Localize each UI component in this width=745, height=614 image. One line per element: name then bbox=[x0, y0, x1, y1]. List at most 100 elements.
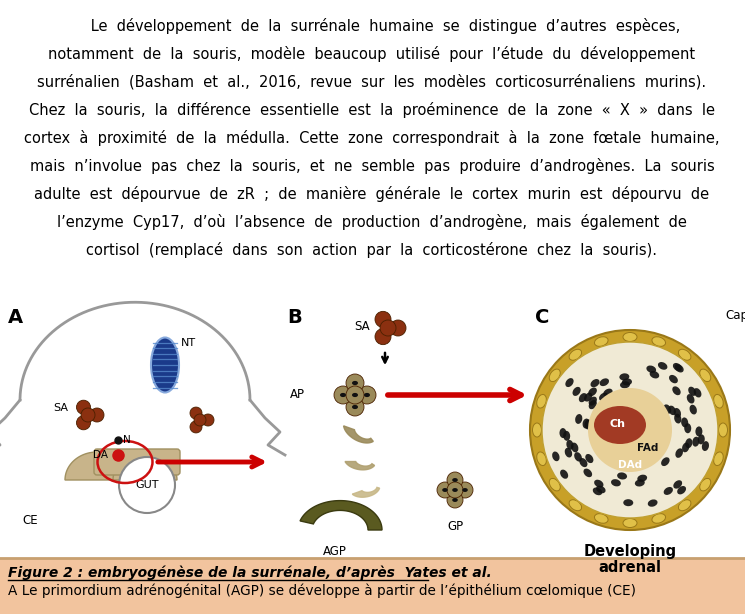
Ellipse shape bbox=[536, 452, 546, 465]
Ellipse shape bbox=[714, 452, 723, 465]
Ellipse shape bbox=[702, 441, 709, 451]
Ellipse shape bbox=[594, 406, 646, 444]
Ellipse shape bbox=[595, 336, 608, 346]
Circle shape bbox=[190, 421, 202, 433]
Ellipse shape bbox=[652, 336, 665, 346]
Ellipse shape bbox=[565, 378, 574, 387]
Circle shape bbox=[346, 374, 364, 392]
Text: Ch: Ch bbox=[610, 419, 626, 429]
Ellipse shape bbox=[692, 437, 700, 446]
Ellipse shape bbox=[673, 480, 682, 489]
Ellipse shape bbox=[676, 448, 683, 458]
Text: Le  développement  de  la  surrénale  humaine  se  distingue  d’autres  espèces,: Le développement de la surrénale humaine… bbox=[63, 18, 681, 34]
Ellipse shape bbox=[635, 480, 644, 486]
Ellipse shape bbox=[658, 362, 668, 370]
Ellipse shape bbox=[352, 381, 358, 385]
Ellipse shape bbox=[586, 454, 594, 463]
Text: Chez  la  souris,  la  différence  essentielle  est  la  proéminence  de  la  zo: Chez la souris, la différence essentiell… bbox=[29, 102, 715, 118]
Circle shape bbox=[346, 398, 364, 416]
Ellipse shape bbox=[584, 392, 592, 402]
Circle shape bbox=[542, 342, 718, 518]
Text: AP: AP bbox=[290, 389, 305, 402]
Ellipse shape bbox=[569, 349, 582, 360]
Circle shape bbox=[77, 416, 90, 430]
Ellipse shape bbox=[684, 423, 691, 433]
Ellipse shape bbox=[688, 387, 696, 396]
Circle shape bbox=[390, 320, 406, 336]
Ellipse shape bbox=[549, 478, 560, 491]
Ellipse shape bbox=[695, 427, 703, 437]
Text: A: A bbox=[8, 308, 23, 327]
Ellipse shape bbox=[687, 394, 694, 403]
Ellipse shape bbox=[591, 379, 600, 387]
Text: Figure 2 : embryogénèse de la surrénale, d’après  Yates et al.: Figure 2 : embryogénèse de la surrénale,… bbox=[8, 565, 492, 580]
Circle shape bbox=[346, 386, 364, 404]
Polygon shape bbox=[343, 426, 373, 443]
Ellipse shape bbox=[647, 365, 656, 373]
Text: N: N bbox=[123, 435, 131, 445]
Ellipse shape bbox=[569, 500, 582, 511]
Text: SA: SA bbox=[355, 319, 370, 333]
Ellipse shape bbox=[694, 388, 702, 397]
Ellipse shape bbox=[624, 499, 633, 506]
Ellipse shape bbox=[589, 400, 597, 409]
Circle shape bbox=[437, 482, 453, 498]
Ellipse shape bbox=[617, 472, 627, 480]
Ellipse shape bbox=[589, 387, 597, 396]
Circle shape bbox=[375, 328, 391, 344]
Circle shape bbox=[81, 408, 95, 422]
Ellipse shape bbox=[536, 394, 546, 408]
Ellipse shape bbox=[574, 452, 582, 462]
Ellipse shape bbox=[611, 479, 621, 486]
Ellipse shape bbox=[620, 381, 630, 388]
Ellipse shape bbox=[565, 448, 572, 457]
Ellipse shape bbox=[622, 378, 632, 386]
Ellipse shape bbox=[583, 468, 592, 477]
Ellipse shape bbox=[583, 419, 589, 429]
Circle shape bbox=[119, 457, 175, 513]
Ellipse shape bbox=[681, 418, 688, 427]
Ellipse shape bbox=[572, 387, 580, 396]
Circle shape bbox=[380, 320, 396, 336]
Ellipse shape bbox=[579, 393, 587, 402]
FancyBboxPatch shape bbox=[0, 558, 745, 614]
Ellipse shape bbox=[462, 488, 468, 492]
Circle shape bbox=[90, 408, 104, 422]
Ellipse shape bbox=[563, 431, 570, 441]
Text: FAd: FAd bbox=[637, 443, 659, 453]
Ellipse shape bbox=[552, 451, 559, 461]
Circle shape bbox=[190, 407, 202, 419]
Ellipse shape bbox=[661, 457, 670, 466]
Polygon shape bbox=[345, 462, 375, 470]
Text: B: B bbox=[287, 308, 302, 327]
Circle shape bbox=[334, 386, 352, 404]
Text: A Le primordium adrénogénital (AGP) se développe à partir de l’épithélium cœlomi: A Le primordium adrénogénital (AGP) se d… bbox=[8, 584, 636, 599]
Circle shape bbox=[447, 482, 463, 498]
Text: GUT: GUT bbox=[136, 480, 159, 490]
Ellipse shape bbox=[600, 378, 609, 386]
Text: NT: NT bbox=[181, 338, 196, 348]
Circle shape bbox=[447, 492, 463, 508]
Circle shape bbox=[530, 330, 730, 530]
Circle shape bbox=[447, 472, 463, 488]
Text: C: C bbox=[535, 308, 549, 327]
Text: l’enzyme  Cyp17,  d’où  l’absence  de  production  d’androgène,  mais  également: l’enzyme Cyp17, d’où l’absence de produc… bbox=[57, 214, 687, 230]
Ellipse shape bbox=[559, 428, 566, 438]
Ellipse shape bbox=[452, 488, 457, 492]
Ellipse shape bbox=[593, 488, 602, 495]
Text: Capsule: Capsule bbox=[725, 309, 745, 322]
Ellipse shape bbox=[533, 423, 542, 437]
Circle shape bbox=[457, 482, 473, 498]
Circle shape bbox=[202, 414, 214, 426]
Ellipse shape bbox=[595, 480, 603, 488]
Ellipse shape bbox=[352, 405, 358, 409]
Ellipse shape bbox=[700, 369, 711, 381]
Circle shape bbox=[194, 414, 206, 426]
Ellipse shape bbox=[673, 363, 682, 371]
Ellipse shape bbox=[668, 406, 676, 415]
Text: GP: GP bbox=[447, 520, 463, 533]
Polygon shape bbox=[352, 488, 379, 497]
Text: cortisol  (remplacé  dans  son  action  par  la  corticostérone  chez  la  souri: cortisol (remplacé dans son action par l… bbox=[86, 242, 658, 258]
Text: DAd: DAd bbox=[618, 460, 642, 470]
Circle shape bbox=[77, 400, 90, 414]
